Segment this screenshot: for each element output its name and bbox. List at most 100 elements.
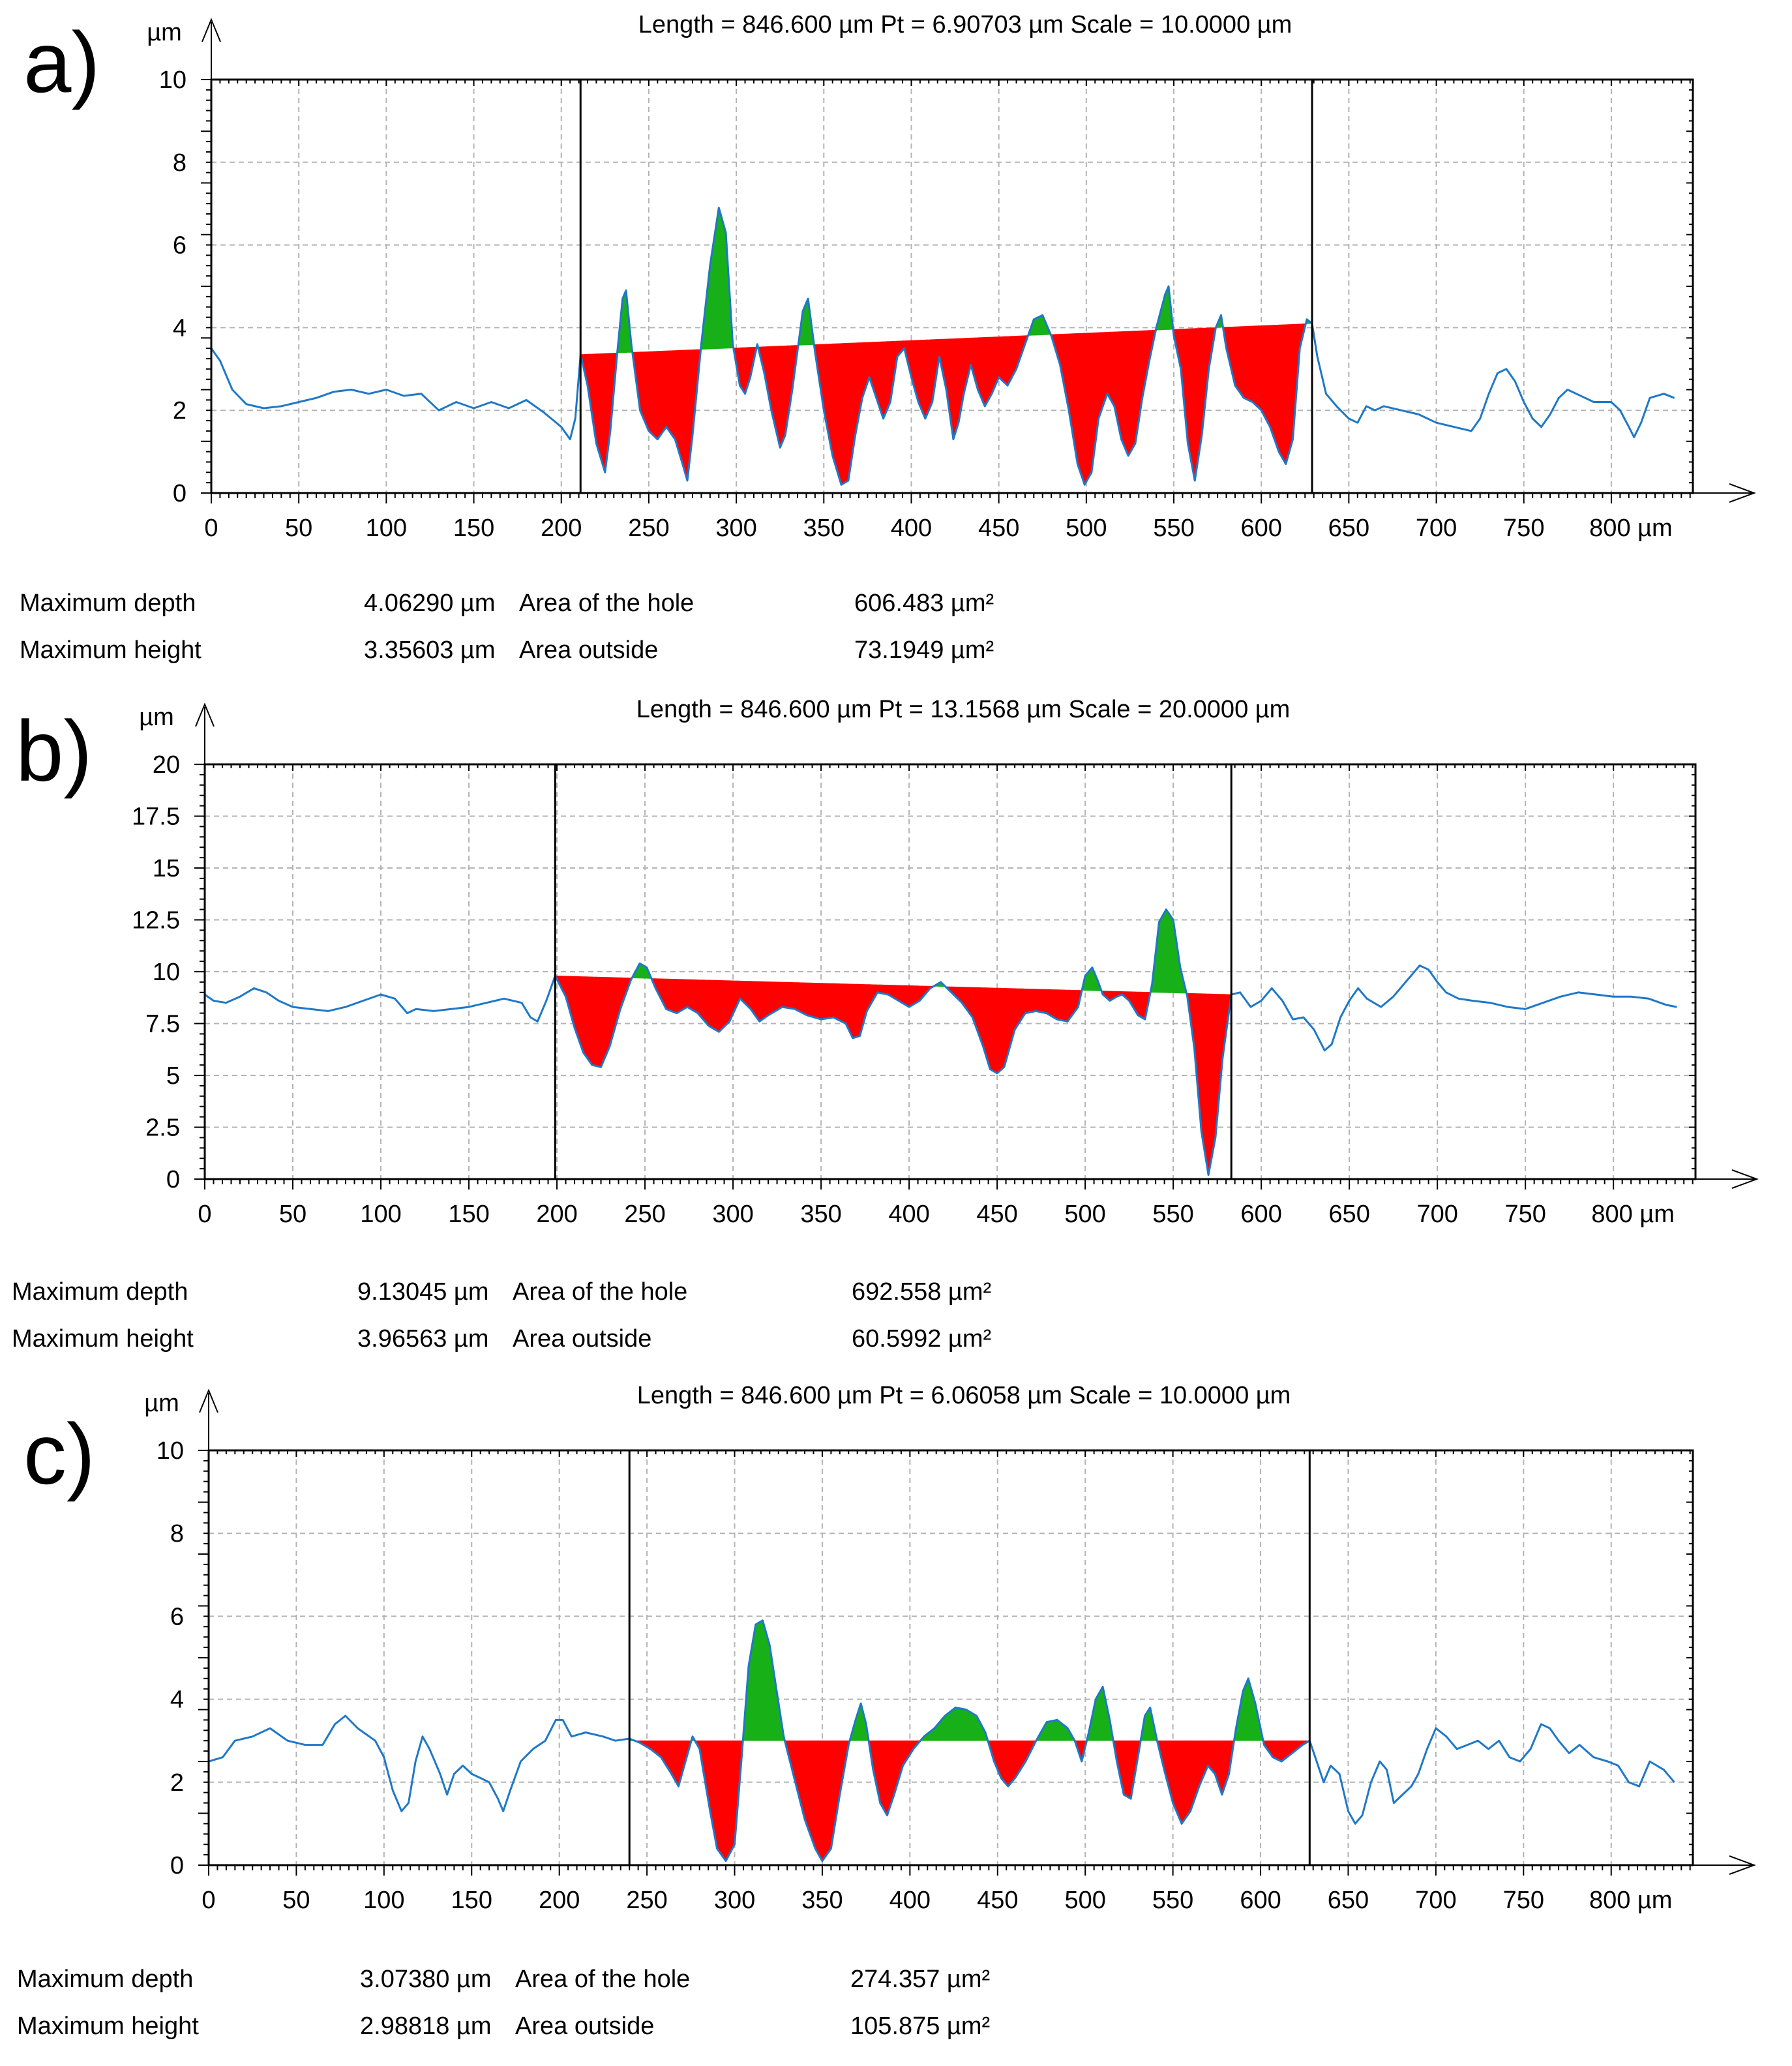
area-below-fill (839, 983, 842, 1022)
area-below-fill (667, 978, 670, 1011)
y-unit-label: µm (147, 19, 182, 46)
area-above-fill (1058, 1720, 1061, 1741)
area-below-fill (709, 980, 712, 1028)
area-above-fill (948, 1711, 951, 1741)
area-below-fill (798, 982, 801, 1013)
y-tick-label: 4 (173, 314, 187, 342)
area-below-fill (773, 346, 776, 429)
area-above-fill (1041, 314, 1043, 336)
area-below-fill (672, 350, 674, 438)
area-below-fill (979, 987, 982, 1042)
area-below-fill (1183, 1740, 1185, 1823)
area-below-fill (777, 346, 779, 442)
area-above-fill (1062, 1724, 1065, 1741)
y-tick-label: 10 (157, 1437, 184, 1465)
area-below-fill (833, 983, 836, 1019)
area-below-fill (895, 985, 897, 1000)
area-below-fill (1071, 989, 1073, 1017)
area-below-fill (828, 1740, 830, 1853)
area-below-fill (752, 981, 754, 1014)
area-above-fill (1039, 315, 1041, 336)
area-above-fill (1036, 317, 1039, 336)
profile-panel-b: b) Length = 846.600 µm Pt = 13.1568 µm S… (0, 689, 1792, 1377)
area-below-fill (609, 977, 612, 1047)
area-below-fill (596, 353, 598, 449)
area-below-fill (1278, 1740, 1281, 1761)
area-below-fill (1064, 989, 1066, 1022)
area-below-fill (659, 351, 661, 438)
area-below-fill (733, 1740, 735, 1848)
x-tick-label: 250 (626, 1887, 667, 1914)
area-below-fill (760, 981, 763, 1021)
area-below-fill (692, 979, 694, 1011)
area-below-fill (898, 985, 901, 1002)
y-axis-arrow (202, 18, 221, 42)
area-below-fill (908, 985, 912, 1008)
area-below-fill (1023, 988, 1026, 1017)
area-below-fill (1075, 333, 1078, 464)
area-below-fill (893, 985, 895, 999)
area-below-fill (835, 983, 838, 1020)
area-above-fill (957, 1707, 959, 1741)
area-below-fill (747, 981, 749, 1008)
area-below-fill (673, 979, 676, 1013)
area-above-fill (946, 1713, 949, 1741)
area-below-fill (1099, 332, 1102, 415)
area-below-fill (1048, 989, 1051, 1016)
area-below-fill (1255, 325, 1257, 407)
area-below-fill (729, 980, 732, 1022)
area-below-fill (641, 352, 644, 417)
area-below-fill (683, 979, 686, 1010)
area-below-fill (907, 985, 910, 1008)
x-tick-label: 400 (891, 515, 932, 542)
area-below-fill (715, 980, 718, 1032)
x-tick-label: 50 (285, 515, 312, 542)
y-tick-label: 12.5 (132, 907, 180, 935)
x-tick-label: 450 (976, 1201, 1017, 1228)
area-below-fill (807, 982, 810, 1017)
area-below-fill (1276, 324, 1278, 448)
area-below-fill (1272, 1740, 1275, 1759)
area-below-fill (1270, 325, 1272, 432)
area-below-fill (602, 977, 605, 1064)
area-below-fill (802, 982, 805, 1015)
area-below-fill (811, 1740, 814, 1844)
area-below-fill (1277, 1740, 1279, 1761)
area-below-fill (1008, 988, 1010, 1055)
area-below-fill (764, 981, 766, 1019)
area-below-fill (1178, 1740, 1181, 1821)
area-below-fill (713, 980, 716, 1030)
area-below-fill (1189, 1740, 1191, 1814)
profile-chart: Length = 846.600 µm Pt = 6.90703 µm Scal… (147, 11, 1756, 542)
area-above-fill (951, 1708, 954, 1741)
x-tick-label: 100 (363, 1887, 404, 1914)
area-below-fill (1262, 325, 1264, 416)
area-below-fill (730, 1740, 732, 1853)
y-tick-label: 10 (153, 959, 180, 986)
area-below-fill (1177, 1740, 1179, 1817)
area-below-fill (718, 1740, 721, 1853)
area-below-fill (829, 343, 831, 449)
x-tick-label: 700 (1415, 1887, 1456, 1914)
x-tick-label: 200 (539, 1887, 580, 1914)
area-below-fill (1274, 1740, 1276, 1759)
area-below-fill (590, 976, 593, 1066)
area-below-fill (648, 351, 651, 433)
x-tick-label: 800 µm (1589, 515, 1673, 542)
area-below-fill (1020, 1740, 1023, 1771)
area-below-fill (981, 987, 983, 1047)
area-below-fill (809, 982, 812, 1017)
y-tick-label: 15 (153, 855, 180, 882)
area-below-fill (792, 982, 795, 1010)
area-above-fill (971, 1712, 974, 1741)
area-below-fill (1015, 1740, 1017, 1779)
area-below-fill (766, 981, 769, 1017)
area-below-fill (602, 353, 604, 468)
area-below-fill (706, 980, 709, 1026)
area-below-fill (691, 979, 693, 1011)
area-above-fill (1038, 316, 1040, 336)
profile-chart: Length = 846.600 µm Pt = 13.1568 µm Scal… (132, 696, 1759, 1228)
area-below-fill (1037, 989, 1040, 1012)
area-below-fill (1000, 336, 1002, 381)
area-below-fill (681, 979, 684, 1011)
